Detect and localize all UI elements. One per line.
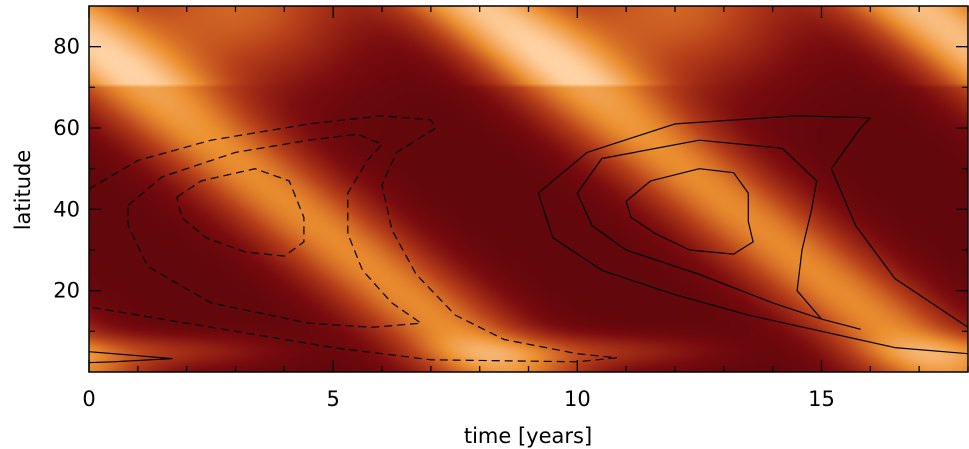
x-tick-labels: 0 5 10 15 — [82, 387, 835, 411]
contour-solid-outer — [537, 115, 968, 355]
contour-dashed-middle — [127, 133, 422, 328]
contour-dashed-inner — [176, 168, 305, 257]
y-tick-label: 40 — [53, 197, 80, 221]
y-tick-label: 60 — [53, 116, 80, 140]
contour-solid-middle — [576, 139, 861, 330]
contour-layer — [89, 115, 968, 364]
y-tick-labels: 20 40 60 80 — [53, 35, 80, 303]
y-axis-title: latitude — [11, 150, 35, 231]
contour-solid-inner — [625, 168, 754, 255]
x-tick-label: 5 — [326, 387, 339, 411]
x-tick-label: 10 — [564, 387, 591, 411]
x-axis-title: time [years] — [464, 424, 592, 448]
y-tick-label: 20 — [53, 279, 80, 303]
heatmap-image — [89, 6, 968, 372]
y-tick-label: 80 — [53, 35, 80, 59]
heatmap-field — [89, 6, 968, 372]
contour-dashed-outer — [89, 115, 618, 363]
x-tick-label: 15 — [808, 387, 835, 411]
x-tick-label: 0 — [82, 387, 95, 411]
contour-solid-corner — [89, 351, 173, 364]
tick-layer — [88, 6, 969, 372]
